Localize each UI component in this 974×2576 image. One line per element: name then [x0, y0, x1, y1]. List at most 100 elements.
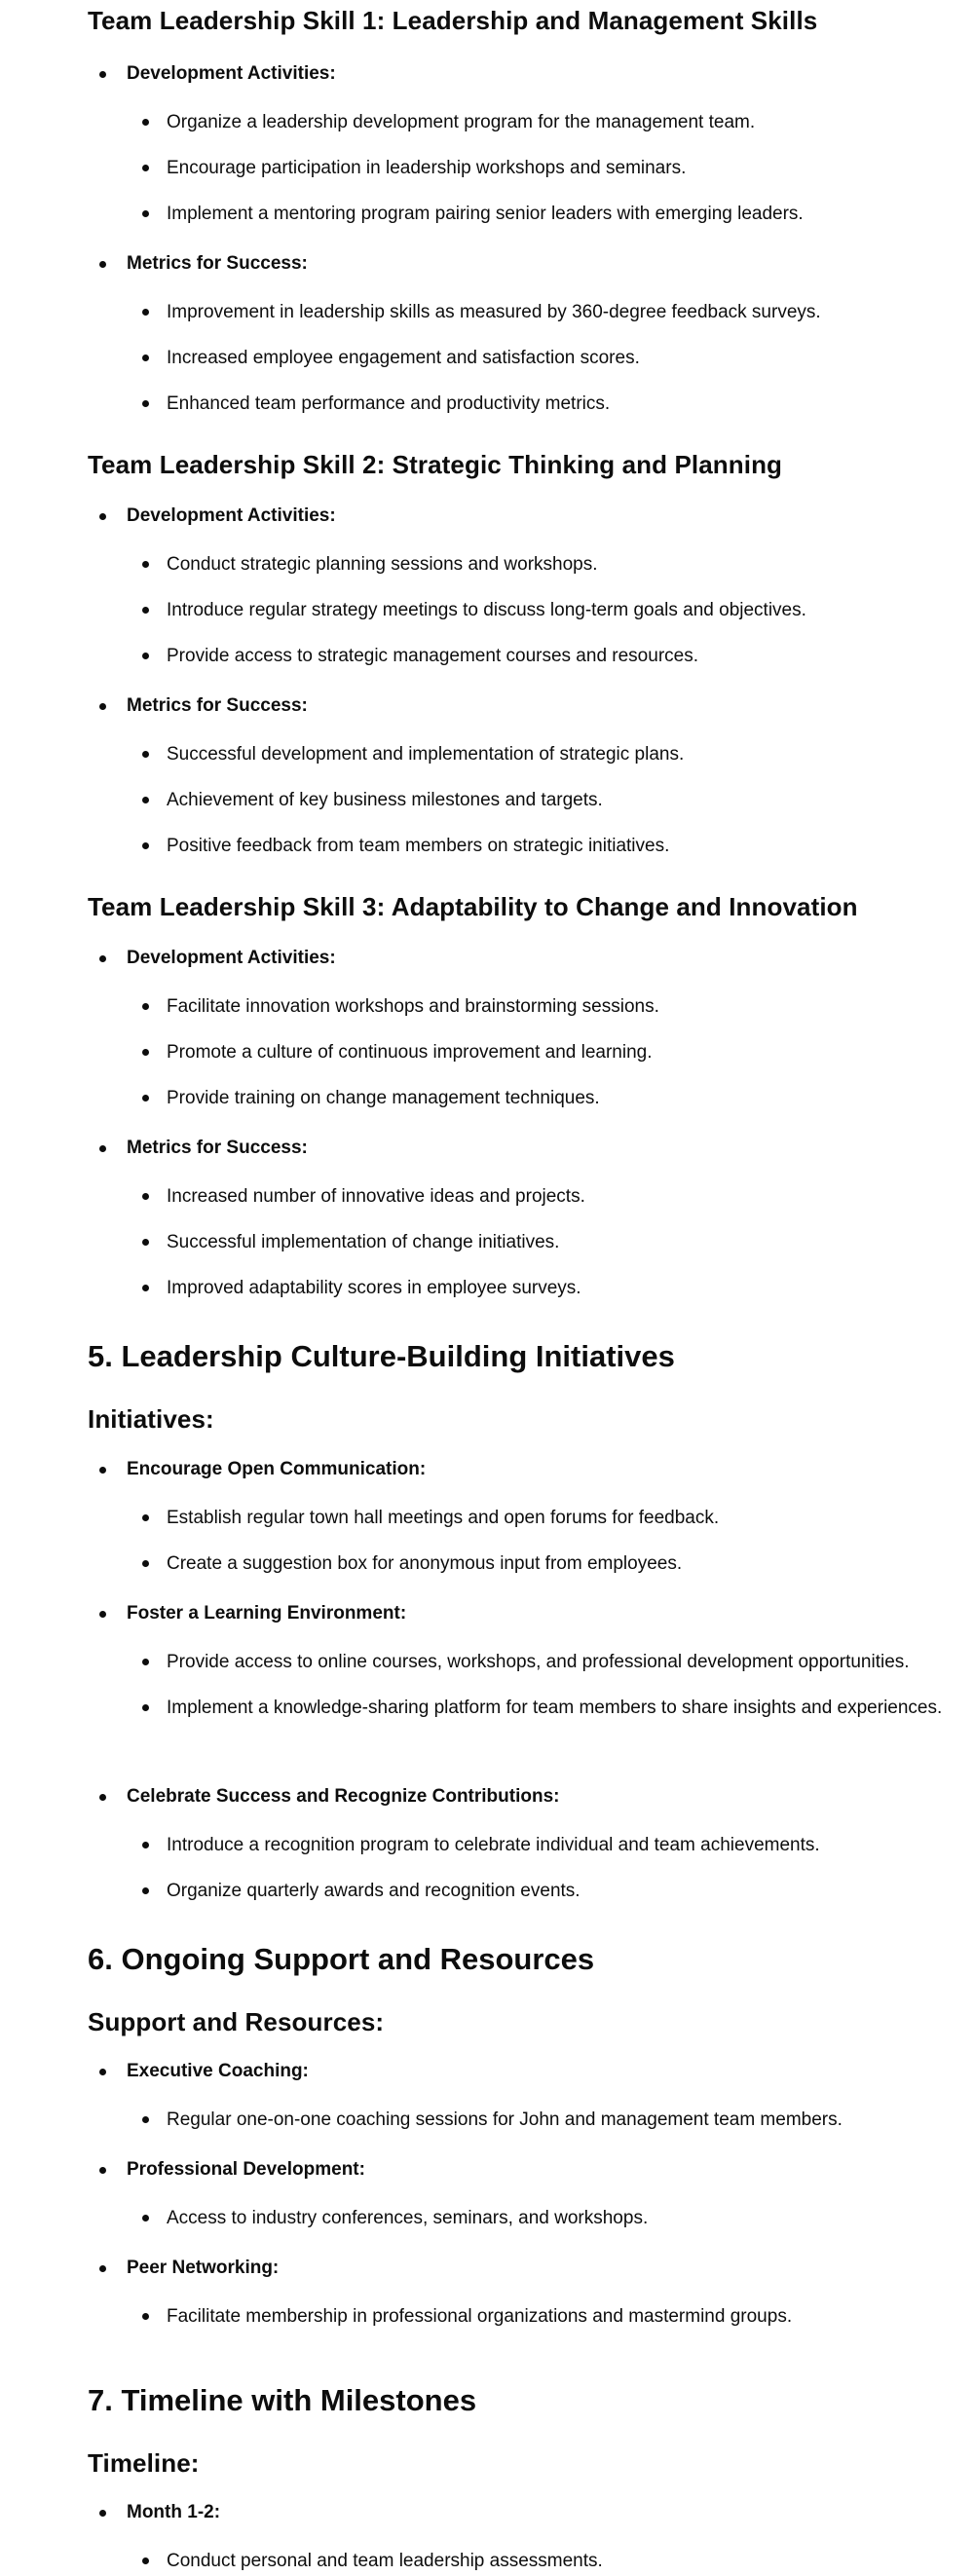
sub-list-holder: Implement a mentoring program pairing se… [88, 199, 974, 229]
list-item: Facilitate innovation workshops and brai… [127, 991, 974, 1022]
sub-list-holder: Enhanced team performance and productivi… [88, 389, 974, 419]
sub-list: Implement a mentoring program pairing se… [88, 199, 974, 229]
sub-list-holder: Regular one-on-one coaching sessions for… [88, 2105, 974, 2135]
bullet-list: Month 1-2: [88, 2498, 974, 2527]
sub-list-holder: Improved adaptability scores in employee… [88, 1273, 974, 1303]
list-item: Development Activities: [88, 59, 974, 89]
list-item: Facilitate membership in professional or… [127, 2301, 974, 2332]
bullet-list: Celebrate Success and Recognize Contribu… [88, 1782, 974, 1811]
nested-list: Organize a leadership development progra… [127, 107, 974, 137]
list-item: Professional Development: [88, 2155, 974, 2184]
list-item: Promote a culture of continuous improvem… [127, 1037, 974, 1067]
nested-list: Increased employee engagement and satisf… [127, 343, 974, 373]
sub-list-holder: Increased number of innovative ideas and… [88, 1181, 974, 1212]
bullet-list: Metrics for Success: [88, 1134, 974, 1163]
bullet-list: Executive Coaching: [88, 2057, 974, 2086]
sub-list-holder: Promote a culture of continuous improvem… [88, 1037, 974, 1067]
list-item: Encourage participation in leadership wo… [127, 153, 974, 183]
list-item: Metrics for Success: [88, 249, 974, 279]
nested-list: Provide training on change management te… [127, 1083, 974, 1113]
sub-list: Positive feedback from team members on s… [88, 831, 974, 861]
nested-list: Encourage participation in leadership wo… [127, 153, 974, 183]
sub-list-holder: Encourage participation in leadership wo… [88, 153, 974, 183]
list-item-label: Metrics for Success: [127, 253, 308, 274]
sub-list: Successful development and implementatio… [88, 739, 974, 769]
nested-list: Facilitate membership in professional or… [127, 2301, 974, 2332]
nested-list: Implement a knowledge-sharing platform f… [127, 1693, 974, 1723]
section-heading: Team Leadership Skill 3: Adaptability to… [88, 892, 858, 921]
section-subheading: Support and Resources: [88, 2007, 385, 2036]
list-item: Metrics for Success: [88, 1134, 974, 1163]
sub-list-holder: Provide access to online courses, worksh… [88, 1647, 974, 1677]
sub-list-holder: Increased employee engagement and satisf… [88, 343, 974, 373]
list-item: Provide access to online courses, worksh… [127, 1647, 974, 1677]
nested-list: Provide access to online courses, worksh… [127, 1647, 974, 1677]
list-item: Peer Networking: [88, 2254, 974, 2283]
nested-list: Introduce regular strategy meetings to d… [127, 595, 974, 625]
nested-list: Successful implementation of change init… [127, 1227, 974, 1257]
sub-list-holder: Implement a knowledge-sharing platform f… [88, 1693, 974, 1723]
list-item: Create a suggestion box for anonymous in… [127, 1549, 974, 1579]
bullet-list: Development Activities: [88, 944, 974, 973]
list-item-label: Development Activities: [127, 505, 336, 526]
list-item: Positive feedback from team members on s… [127, 831, 974, 861]
sub-list: Organize quarterly awards and recognitio… [88, 1876, 974, 1906]
sub-list-holder: Provide training on change management te… [88, 1083, 974, 1113]
section-heading: 6. Ongoing Support and Resources [88, 1942, 595, 1976]
sub-list: Provide access to online courses, worksh… [88, 1647, 974, 1677]
sub-list-holder: Positive feedback from team members on s… [88, 831, 974, 861]
list-item: Introduce regular strategy meetings to d… [127, 595, 974, 625]
sub-list: Implement a knowledge-sharing platform f… [88, 1693, 974, 1723]
sub-list-holder: Create a suggestion box for anonymous in… [88, 1549, 974, 1579]
section-subheading: Timeline: [88, 2448, 200, 2478]
sub-list: Increased number of innovative ideas and… [88, 1181, 974, 1212]
list-item: Implement a mentoring program pairing se… [127, 199, 974, 229]
sub-list-holder: Successful implementation of change init… [88, 1227, 974, 1257]
section-heading: 7. Timeline with Milestones [88, 2383, 477, 2417]
list-item: Improvement in leadership skills as meas… [127, 297, 974, 327]
section-heading: 5. Leadership Culture-Building Initiativ… [88, 1339, 675, 1373]
nested-list: Establish regular town hall meetings and… [127, 1503, 974, 1533]
sub-list-holder: Introduce regular strategy meetings to d… [88, 595, 974, 625]
bullet-list: Development Activities: [88, 502, 974, 531]
nested-list: Introduce a recognition program to celeb… [127, 1830, 974, 1860]
list-item-label: Professional Development: [127, 2159, 365, 2180]
sub-list: Introduce a recognition program to celeb… [88, 1830, 974, 1860]
sub-list: Organize a leadership development progra… [88, 107, 974, 137]
list-item: Executive Coaching: [88, 2057, 974, 2086]
sub-list-holder: Facilitate membership in professional or… [88, 2301, 974, 2332]
nested-list: Create a suggestion box for anonymous in… [127, 1549, 974, 1579]
sub-list: Improvement in leadership skills as meas… [88, 297, 974, 327]
section-heading: Team Leadership Skill 2: Strategic Think… [88, 450, 783, 479]
list-item: Foster a Learning Environment: [88, 1599, 974, 1628]
nested-list: Improvement in leadership skills as meas… [127, 297, 974, 327]
sub-list: Successful implementation of change init… [88, 1227, 974, 1257]
nested-list: Implement a mentoring program pairing se… [127, 199, 974, 229]
list-item: Encourage Open Communication: [88, 1455, 974, 1484]
nested-list: Conduct personal and team leadership ass… [127, 2546, 974, 2576]
nested-list: Successful development and implementatio… [127, 739, 974, 769]
nested-list: Organize quarterly awards and recognitio… [127, 1876, 974, 1906]
bullet-list: Foster a Learning Environment: [88, 1599, 974, 1628]
sub-list: Facilitate innovation workshops and brai… [88, 991, 974, 1022]
list-item: Provide access to strategic management c… [127, 641, 974, 671]
sub-list-holder: Conduct personal and team leadership ass… [88, 2546, 974, 2576]
list-item: Successful implementation of change init… [127, 1227, 974, 1257]
sub-list: Create a suggestion box for anonymous in… [88, 1549, 974, 1579]
list-item: Increased number of innovative ideas and… [127, 1181, 974, 1212]
list-item: Introduce a recognition program to celeb… [127, 1830, 974, 1860]
list-item: Implement a knowledge-sharing platform f… [127, 1693, 974, 1723]
nested-list: Access to industry conferences, seminars… [127, 2203, 974, 2233]
list-item: Provide training on change management te… [127, 1083, 974, 1113]
list-item: Development Activities: [88, 502, 974, 531]
nested-list: Provide access to strategic management c… [127, 641, 974, 671]
sub-list: Conduct strategic planning sessions and … [88, 549, 974, 579]
section-heading: Team Leadership Skill 1: Leadership and … [88, 6, 818, 35]
list-item: Increased employee engagement and satisf… [127, 343, 974, 373]
section-subheading: Initiatives: [88, 1404, 214, 1434]
sub-list: Enhanced team performance and productivi… [88, 389, 974, 419]
list-item-label: Executive Coaching: [127, 2061, 309, 2081]
list-item-label: Metrics for Success: [127, 1138, 308, 1158]
sub-list: Provide training on change management te… [88, 1083, 974, 1113]
